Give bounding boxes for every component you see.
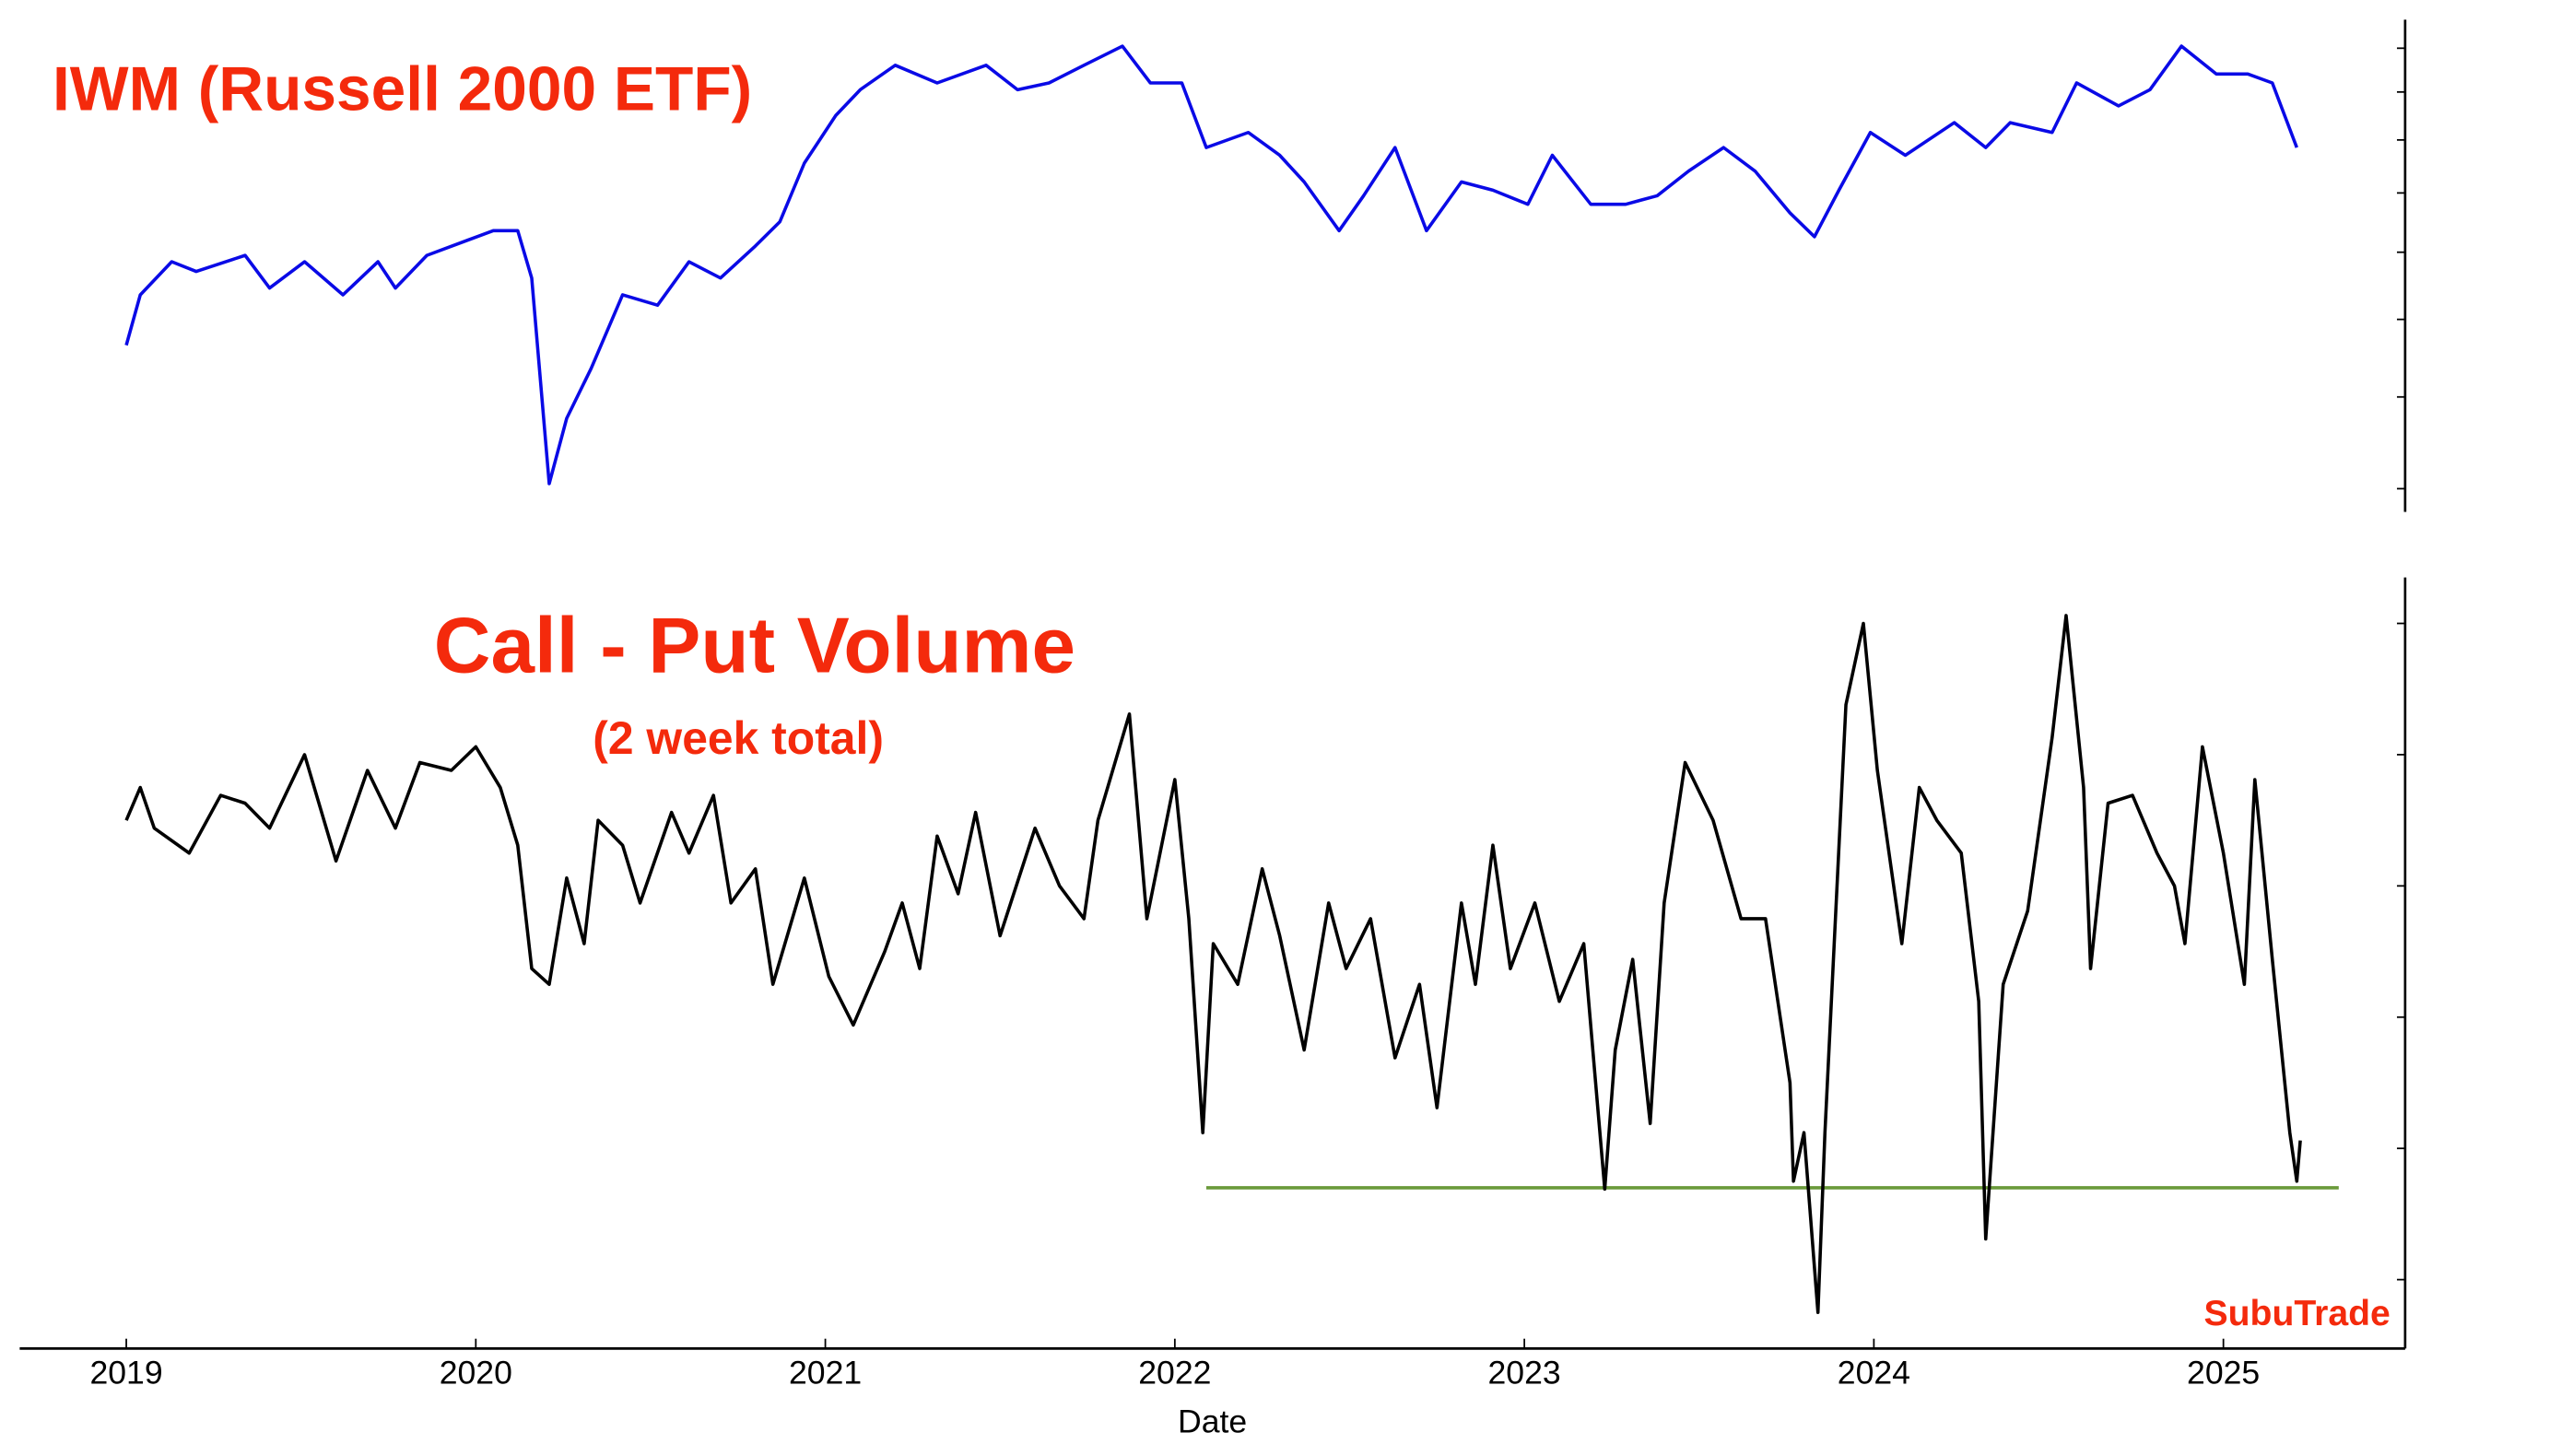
chart-title: IWM (Russell 2000 ETF) bbox=[53, 54, 752, 123]
data-line bbox=[124, 614, 2302, 1315]
x-tick-label: 2024 bbox=[1838, 1354, 1910, 1391]
x-tick-label: 2025 bbox=[2187, 1354, 2260, 1391]
x-tick-label: 2021 bbox=[789, 1354, 862, 1391]
watermark: SubuTrade bbox=[2204, 1294, 2391, 1333]
x-tick-label: 2019 bbox=[89, 1354, 162, 1391]
data-line bbox=[124, 44, 2298, 486]
x-tick-label: 2020 bbox=[440, 1354, 512, 1391]
x-tick-label: 2022 bbox=[1138, 1354, 1211, 1391]
chart-title: Call - Put Volume bbox=[434, 602, 1075, 689]
chart-subtitle: (2 week total) bbox=[593, 712, 884, 764]
x-tick-label: 2023 bbox=[1488, 1354, 1561, 1391]
x-axis-label: Date bbox=[1178, 1403, 1247, 1440]
